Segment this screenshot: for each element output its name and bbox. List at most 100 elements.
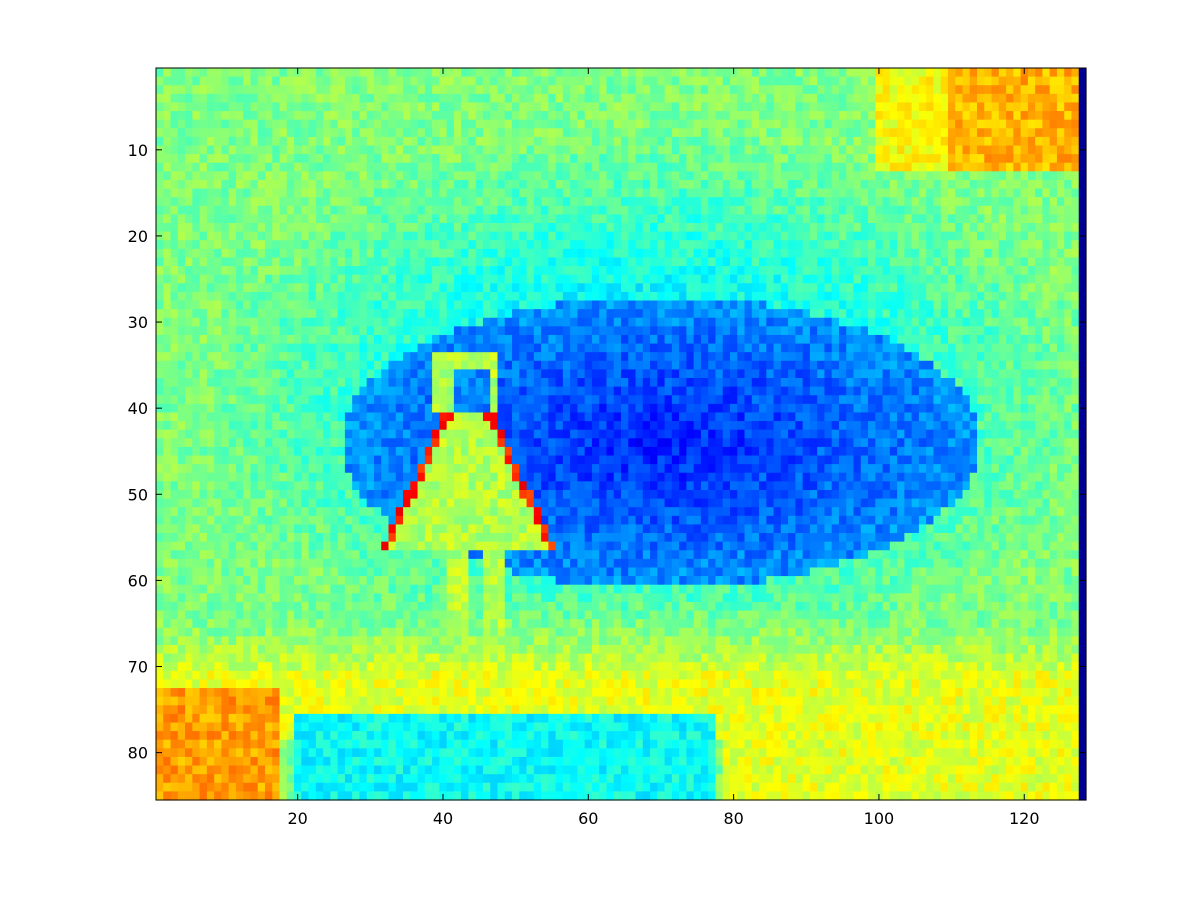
heatmap-cell [591,309,600,319]
heatmap-cell [519,352,528,362]
heatmap-cell [722,76,731,86]
heatmap-cell [664,128,673,138]
heatmap-cell [715,188,724,198]
heatmap-cell [977,93,985,104]
heatmap-cell [1035,300,1044,310]
heatmap-cell [621,378,629,388]
heatmap-cell [613,300,622,310]
heatmap-cell [817,248,826,259]
heatmap-cell [337,283,346,293]
heatmap-cell [824,136,833,147]
heatmap-cell [417,188,426,198]
heatmap-cell [541,85,549,95]
heatmap-cell [991,179,1000,190]
heatmap-cell [613,378,622,388]
heatmap-cell [780,369,789,379]
heatmap-cell [715,274,724,284]
heatmap-cell [744,240,753,250]
heatmap-cell [897,93,905,104]
heatmap-cell [170,154,179,164]
heatmap-cell [679,179,687,190]
heatmap-cell [853,283,862,293]
heatmap-cell [214,300,222,310]
heatmap-cell [453,68,462,78]
heatmap-cell [1027,205,1036,215]
heatmap-cell [991,145,1000,155]
heatmap-cell [228,102,237,112]
heatmap-cell [700,162,709,172]
heatmap-cell [337,309,346,319]
heatmap-cell [853,68,862,78]
heatmap-cell [512,68,520,78]
heatmap-cell [519,300,528,310]
heatmap-cell [192,197,201,207]
heatmap-cell [308,283,317,293]
heatmap-cell [533,188,542,198]
heatmap-cell [315,111,324,121]
heatmap-cell [221,188,230,198]
heatmap-cell [591,197,600,207]
heatmap-cell [860,360,869,371]
heatmap-cell [846,309,855,319]
heatmap-cell [998,248,1007,259]
heatmap-cell [860,136,869,147]
heatmap-cell [686,317,695,327]
heatmap-cell [388,68,397,78]
heatmap-cell [962,76,971,86]
heatmap-cell [577,68,586,78]
heatmap-cell [453,128,462,138]
heatmap-cell [882,136,891,147]
heatmap-cell [599,352,608,362]
heatmap-cell [991,188,1000,198]
heatmap-cell [504,179,513,190]
heatmap-cell [933,248,942,259]
heatmap-cell [461,360,470,371]
heatmap-cell [366,343,375,353]
heatmap-cell [156,334,164,345]
heatmap-cell [264,197,273,207]
heatmap-cell [780,300,789,310]
heatmap-cell [228,223,237,233]
heatmap-cell [759,274,767,284]
heatmap-cell [330,317,339,327]
heatmap-cell [403,266,411,276]
heatmap-cell [621,317,629,327]
heatmap-cell [955,205,964,215]
heatmap-cell [860,334,869,345]
heatmap-cell [555,188,564,198]
heatmap-cell [693,214,702,224]
heatmap-cell [250,334,259,345]
heatmap-cell [722,369,731,379]
heatmap-cell [853,360,862,371]
heatmap-cell [264,128,273,138]
heatmap-cell [911,274,920,284]
heatmap-cell [533,395,542,405]
heatmap-cell [497,386,506,396]
heatmap-cell [729,334,738,345]
heatmap-cell [984,266,993,276]
heatmap-cell [875,300,884,310]
heatmap-cell [737,205,746,215]
heatmap-cell [163,154,172,164]
heatmap-cell [243,395,252,405]
heatmap-cell [388,257,397,267]
heatmap-cell [163,395,172,405]
heatmap-cell [642,378,651,388]
heatmap-cell [330,274,339,284]
heatmap-cell [947,360,956,371]
heatmap-cell [373,343,382,353]
heatmap-cell [1049,102,1058,112]
heatmap-cell [817,93,826,104]
heatmap-cell [969,378,978,388]
heatmap-cell [657,76,666,86]
heatmap-cell [330,111,339,121]
heatmap-cell [846,266,855,276]
heatmap-cell [838,274,847,284]
heatmap-cell [170,119,179,129]
heatmap-cell [199,68,208,78]
heatmap-cell [628,223,637,233]
heatmap-cell [504,145,513,155]
heatmap-cell [199,205,208,215]
heatmap-cell [955,317,964,327]
heatmap-cell [729,248,738,259]
